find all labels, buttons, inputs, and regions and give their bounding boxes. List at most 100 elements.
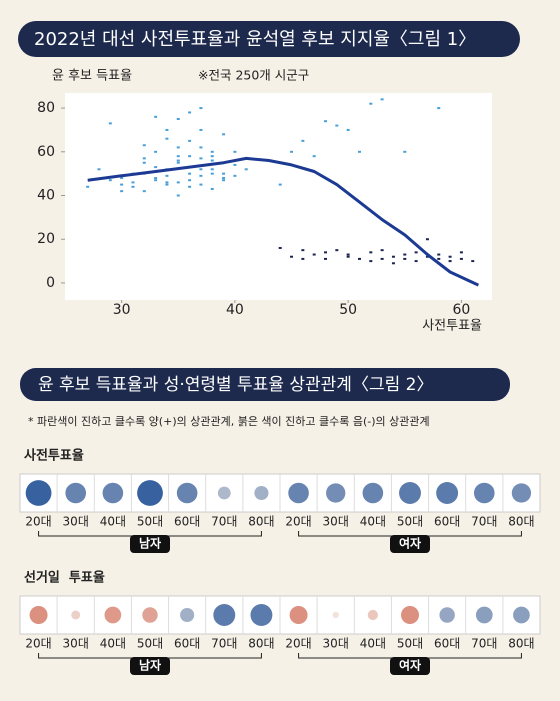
point (176, 146, 180, 149)
correlation-dot (180, 607, 195, 623)
point (459, 257, 463, 260)
correlation-dot (436, 482, 459, 504)
point (414, 251, 418, 254)
x-tick-label: 40대 (100, 515, 126, 529)
point (86, 185, 90, 188)
x-tick-label: 20대 (285, 637, 311, 651)
plot-area (65, 93, 492, 300)
y-tick-label: 40 (37, 188, 55, 204)
point (188, 179, 192, 182)
point (120, 177, 124, 180)
correlation-dot (473, 482, 495, 504)
point (448, 255, 452, 258)
correlation-dot (29, 606, 48, 624)
correlation-dot (326, 483, 346, 503)
point (437, 253, 441, 256)
correlation-dot (102, 482, 124, 504)
point (210, 168, 214, 171)
group-badge (390, 657, 430, 675)
correlation-dot (401, 606, 419, 624)
point (97, 168, 101, 171)
point (131, 185, 135, 188)
x-tick-label: 50대 (137, 637, 163, 651)
x-tick-label: 40대 (100, 637, 126, 651)
point (380, 257, 384, 260)
x-tick-label: 60대 (174, 637, 200, 651)
correlation-dot (475, 606, 493, 624)
title-bar (18, 21, 520, 57)
correlation-dot (254, 485, 269, 501)
x-tick-label: 50 (339, 302, 357, 318)
group-badge (130, 657, 170, 675)
point (154, 177, 158, 180)
correlation-dot (104, 606, 122, 624)
point (142, 144, 146, 147)
scatter-chart: 0 20 40 60 80 30 40 50 60 (37, 98, 480, 318)
point (369, 102, 373, 105)
correlation-dot (362, 482, 384, 504)
point (403, 150, 407, 153)
x-tick-label: 30대 (63, 637, 89, 651)
point (120, 183, 124, 186)
point (459, 251, 463, 254)
x-tick-label: 30 (113, 302, 131, 318)
point (357, 150, 361, 153)
point (244, 168, 248, 171)
point (414, 260, 418, 263)
point (188, 111, 192, 114)
point (188, 155, 192, 158)
x-tick-label: 50대 (397, 637, 423, 651)
correlation-dot (439, 607, 455, 623)
point (437, 107, 441, 110)
point (312, 253, 316, 256)
point (131, 181, 135, 184)
x-tick-label: 60대 (174, 515, 200, 529)
point (369, 260, 373, 263)
point (222, 172, 226, 175)
point (346, 128, 350, 131)
point (278, 246, 282, 249)
section-title: 윤 후보 득표율과 성·연령별 투표율 상관관계〈그림 2〉 (38, 375, 433, 395)
correlation-dot (65, 482, 87, 504)
x-tick-label: 80대 (508, 637, 534, 651)
point (199, 168, 203, 171)
row-title: 사전투표율 (24, 448, 84, 464)
point (154, 166, 158, 169)
x-tick-label: 30대 (323, 637, 349, 651)
point (154, 179, 158, 182)
correlation-dot (513, 606, 530, 624)
point (380, 98, 384, 101)
point (199, 107, 203, 110)
correlation-dot (213, 604, 236, 626)
point (425, 255, 429, 258)
point (233, 174, 237, 177)
point (165, 183, 169, 186)
point (403, 257, 407, 260)
point (165, 174, 169, 177)
group-badge (390, 535, 430, 553)
group-label: 여자 (399, 658, 421, 673)
point (210, 150, 214, 153)
point (437, 257, 441, 260)
correlation-dot (176, 482, 198, 504)
x-tick-label: 20대 (25, 515, 51, 529)
title-bar (20, 368, 510, 401)
correlation-dot (511, 483, 532, 503)
correlation-dot (137, 480, 163, 506)
correlation-dot (367, 609, 378, 621)
point (346, 253, 350, 256)
correlation-dot (71, 610, 81, 620)
point (165, 128, 169, 131)
point (176, 161, 180, 164)
point (391, 255, 395, 258)
point (188, 172, 192, 175)
point (199, 157, 203, 160)
group-label: 여자 (399, 536, 421, 551)
x-tick-label: 40대 (360, 515, 386, 529)
point (154, 150, 158, 153)
point (222, 179, 226, 182)
correlation-dot (217, 486, 231, 500)
y-tick-label: 20 (37, 231, 55, 247)
x-tick-label: 20대 (25, 637, 51, 651)
